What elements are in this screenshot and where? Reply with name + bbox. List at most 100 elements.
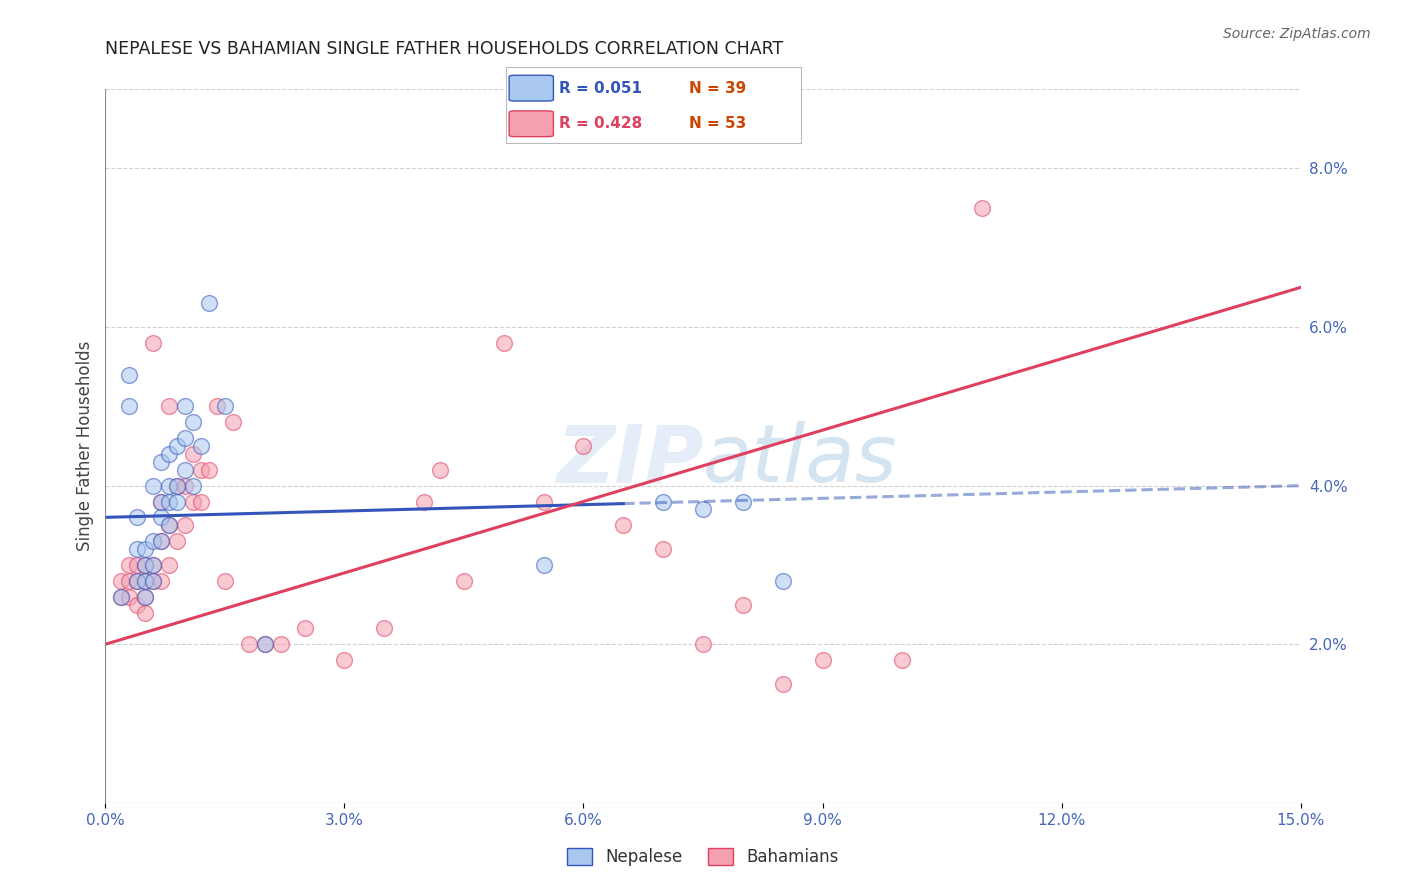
Point: [181, 494, 204, 508]
Point: [110, 590, 132, 604]
Point: [373, 621, 395, 635]
Point: [127, 574, 149, 588]
Point: [127, 542, 149, 557]
Point: [134, 558, 156, 572]
Point: [142, 574, 165, 588]
Point: [118, 574, 141, 588]
Point: [157, 400, 180, 414]
Point: [150, 494, 173, 508]
Point: [157, 447, 180, 461]
Point: [772, 677, 794, 691]
Point: [134, 574, 156, 588]
Point: [127, 574, 149, 588]
Point: [198, 296, 221, 310]
Point: [142, 534, 165, 549]
Point: [533, 494, 555, 508]
Point: [253, 637, 276, 651]
Point: [429, 463, 451, 477]
Point: [118, 590, 141, 604]
Point: [652, 494, 675, 508]
Point: [150, 510, 173, 524]
Point: [970, 201, 993, 215]
Text: N = 39: N = 39: [689, 80, 747, 95]
Point: [692, 637, 714, 651]
Point: [166, 478, 188, 492]
Point: [118, 400, 141, 414]
Point: [198, 463, 221, 477]
Point: [492, 335, 515, 350]
Text: R = 0.051: R = 0.051: [560, 80, 643, 95]
Text: NEPALESE VS BAHAMIAN SINGLE FATHER HOUSEHOLDS CORRELATION CHART: NEPALESE VS BAHAMIAN SINGLE FATHER HOUSE…: [105, 40, 783, 58]
Legend: Nepalese, Bahamians: Nepalese, Bahamians: [561, 841, 845, 873]
Point: [174, 463, 197, 477]
Point: [222, 415, 245, 429]
Point: [157, 558, 180, 572]
Point: [731, 598, 754, 612]
Y-axis label: Single Father Households: Single Father Households: [76, 341, 94, 551]
Point: [127, 558, 149, 572]
Point: [142, 558, 165, 572]
Point: [174, 431, 197, 445]
Point: [205, 400, 228, 414]
Point: [174, 518, 197, 533]
Point: [118, 558, 141, 572]
Point: [190, 494, 212, 508]
Point: [891, 653, 914, 667]
Point: [150, 534, 173, 549]
Point: [142, 558, 165, 572]
Point: [157, 518, 180, 533]
Point: [214, 574, 236, 588]
Point: [294, 621, 316, 635]
Point: [110, 590, 132, 604]
Point: [174, 478, 197, 492]
Point: [134, 606, 156, 620]
Point: [453, 574, 475, 588]
Point: [190, 439, 212, 453]
Text: Source: ZipAtlas.com: Source: ZipAtlas.com: [1223, 27, 1371, 41]
Point: [150, 494, 173, 508]
Text: ZIP: ZIP: [555, 421, 703, 500]
Point: [142, 478, 165, 492]
FancyBboxPatch shape: [509, 75, 554, 101]
Point: [127, 510, 149, 524]
Point: [134, 590, 156, 604]
Point: [811, 653, 834, 667]
Point: [134, 558, 156, 572]
Point: [181, 415, 204, 429]
Point: [150, 455, 173, 469]
Point: [181, 478, 204, 492]
Point: [181, 447, 204, 461]
Point: [190, 463, 212, 477]
Point: [142, 335, 165, 350]
FancyBboxPatch shape: [509, 111, 554, 136]
Text: atlas: atlas: [703, 421, 898, 500]
Text: R = 0.428: R = 0.428: [560, 116, 643, 131]
Point: [772, 574, 794, 588]
Point: [157, 494, 180, 508]
Point: [134, 590, 156, 604]
Point: [166, 494, 188, 508]
Point: [253, 637, 276, 651]
Point: [731, 494, 754, 508]
Point: [157, 478, 180, 492]
Text: N = 53: N = 53: [689, 116, 747, 131]
Point: [150, 534, 173, 549]
Point: [270, 637, 292, 651]
Point: [692, 502, 714, 516]
Point: [333, 653, 356, 667]
Point: [166, 439, 188, 453]
Point: [134, 542, 156, 557]
Point: [572, 439, 595, 453]
Point: [413, 494, 436, 508]
Point: [150, 574, 173, 588]
Point: [238, 637, 260, 651]
Point: [110, 574, 132, 588]
Point: [166, 478, 188, 492]
Point: [134, 574, 156, 588]
Point: [174, 400, 197, 414]
Point: [612, 518, 634, 533]
Point: [157, 518, 180, 533]
Point: [142, 574, 165, 588]
Point: [652, 542, 675, 557]
Point: [214, 400, 236, 414]
